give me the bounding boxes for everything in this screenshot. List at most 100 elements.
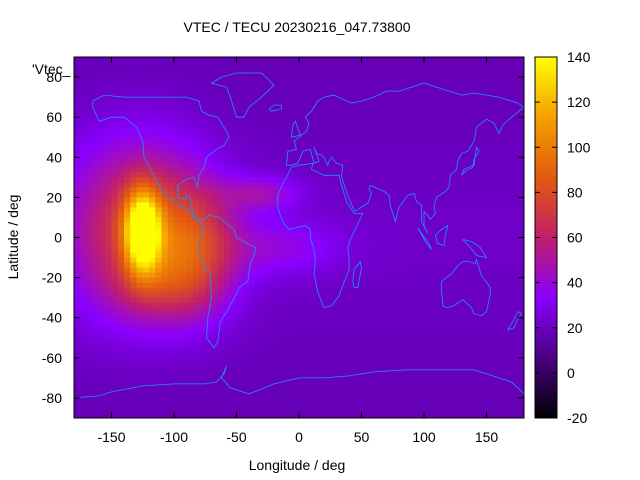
heatmap-cell <box>324 367 331 374</box>
heatmap-cell <box>167 97 175 103</box>
heatmap-cell <box>192 202 200 208</box>
heatmap-cell <box>361 262 369 268</box>
heatmap-cell <box>230 212 237 218</box>
heatmap-cell <box>74 197 81 203</box>
heatmap-cell <box>467 262 475 268</box>
heatmap-cell <box>217 102 225 108</box>
heatmap-cell <box>255 147 262 153</box>
heatmap-cell <box>267 307 275 314</box>
heatmap-cell <box>286 147 294 153</box>
heatmap-cell <box>105 267 112 273</box>
heatmap-cell <box>186 147 194 153</box>
heatmap-cell <box>492 237 500 243</box>
heatmap-cell <box>80 137 87 143</box>
heatmap-cell <box>486 282 494 289</box>
heatmap-cell <box>261 317 269 324</box>
heatmap-cell <box>136 192 144 198</box>
heatmap-cell <box>99 212 106 218</box>
heatmap-cell <box>217 227 225 233</box>
heatmap-cell <box>161 167 169 173</box>
heatmap-cell <box>299 377 306 384</box>
heatmap-cell <box>449 297 456 304</box>
heatmap-cell <box>167 252 175 258</box>
heatmap-cell <box>174 187 181 193</box>
heatmap-cell <box>186 277 194 284</box>
heatmap-cell <box>255 247 262 253</box>
heatmap-cell <box>449 72 456 78</box>
heatmap-cell <box>317 122 325 128</box>
heatmap-cell <box>330 327 337 334</box>
heatmap-cell <box>336 187 344 193</box>
heatmap-cell <box>124 132 131 138</box>
heatmap-cell <box>242 162 250 168</box>
heatmap-cell <box>224 332 231 339</box>
heatmap-cell <box>349 87 356 93</box>
heatmap-cell <box>499 227 506 233</box>
heatmap-cell <box>99 227 106 233</box>
heatmap-cell <box>424 237 431 243</box>
heatmap-cell <box>336 202 344 208</box>
heatmap-cell <box>292 152 300 158</box>
heatmap-cell <box>305 277 312 284</box>
heatmap-cell <box>311 92 319 98</box>
heatmap-cell <box>167 147 175 153</box>
heatmap-cell <box>267 247 275 253</box>
heatmap-cell <box>130 82 137 88</box>
heatmap-cell <box>417 272 425 279</box>
heatmap-cell <box>124 217 131 223</box>
heatmap-cell <box>105 392 112 399</box>
heatmap-cell <box>305 397 312 404</box>
heatmap-cell <box>317 347 325 354</box>
heatmap-cell <box>442 207 450 213</box>
heatmap-cell <box>417 292 425 299</box>
heatmap-cell <box>424 357 431 364</box>
heatmap-cell <box>267 357 275 364</box>
heatmap-cell <box>411 227 419 233</box>
heatmap-cell <box>492 362 500 369</box>
heatmap-cell <box>361 82 369 88</box>
heatmap-cell <box>142 392 150 399</box>
heatmap-cell <box>411 302 419 309</box>
heatmap-cell <box>149 257 156 263</box>
heatmap-cell <box>499 367 506 374</box>
heatmap-cell <box>236 372 244 379</box>
heatmap-cell <box>155 132 162 138</box>
heatmap-cell <box>274 172 281 178</box>
heatmap-cell <box>205 82 212 88</box>
heatmap-cell <box>117 122 125 128</box>
heatmap-cell <box>205 292 212 299</box>
heatmap-cell <box>111 137 119 143</box>
heatmap-cell <box>449 382 456 389</box>
heatmap-cell <box>461 242 469 248</box>
heatmap-cell <box>74 57 81 63</box>
heatmap-cell <box>442 167 450 173</box>
heatmap-cell <box>492 87 500 93</box>
heatmap-cell <box>74 322 81 329</box>
heatmap-cell <box>442 197 450 203</box>
heatmap-cell <box>361 287 369 294</box>
heatmap-cell <box>317 57 325 63</box>
heatmap-cell <box>355 332 362 339</box>
heatmap-cell <box>480 237 487 243</box>
heatmap-cell <box>217 152 225 158</box>
heatmap-cell <box>99 82 106 88</box>
heatmap-cell <box>236 167 244 173</box>
heatmap-cell <box>167 92 175 98</box>
heatmap-cell <box>455 192 462 198</box>
heatmap-cell <box>386 307 394 314</box>
heatmap-cell <box>249 122 256 128</box>
heatmap-cell <box>292 382 300 389</box>
heatmap-cell <box>249 397 256 404</box>
heatmap-cell <box>492 352 500 359</box>
heatmap-cell <box>136 157 144 163</box>
heatmap-cell <box>249 152 256 158</box>
heatmap-cell <box>342 217 350 223</box>
heatmap-cell <box>117 87 125 93</box>
heatmap-cell <box>261 187 269 193</box>
heatmap-cell <box>436 272 444 279</box>
heatmap-cell <box>467 302 475 309</box>
heatmap-cell <box>180 397 187 404</box>
heatmap-cell <box>92 197 100 203</box>
heatmap-cell <box>130 172 137 178</box>
heatmap-cell <box>117 357 125 364</box>
